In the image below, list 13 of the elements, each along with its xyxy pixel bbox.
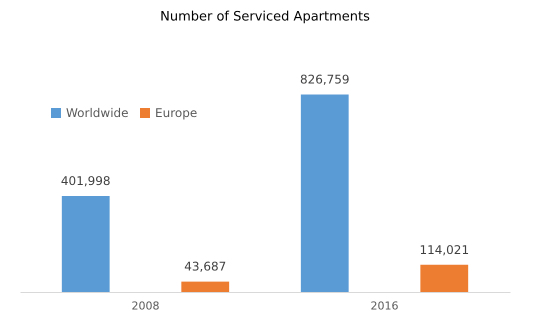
data-label: 43,687 (184, 260, 226, 274)
legend-label: Worldwide (66, 106, 129, 120)
data-label: 826,759 (300, 72, 350, 86)
data-label: 114,021 (419, 242, 470, 257)
x-tick-label: 2008 (131, 300, 160, 312)
data-label: 401,998 (60, 174, 111, 188)
bar (420, 264, 468, 292)
chart-title: Number of Serviced Apartments (160, 9, 370, 24)
legend-label: Europe (155, 106, 198, 120)
bar (300, 94, 349, 292)
x-tick-label: 2016 (370, 300, 399, 312)
bar (62, 196, 110, 292)
bar (181, 282, 230, 292)
